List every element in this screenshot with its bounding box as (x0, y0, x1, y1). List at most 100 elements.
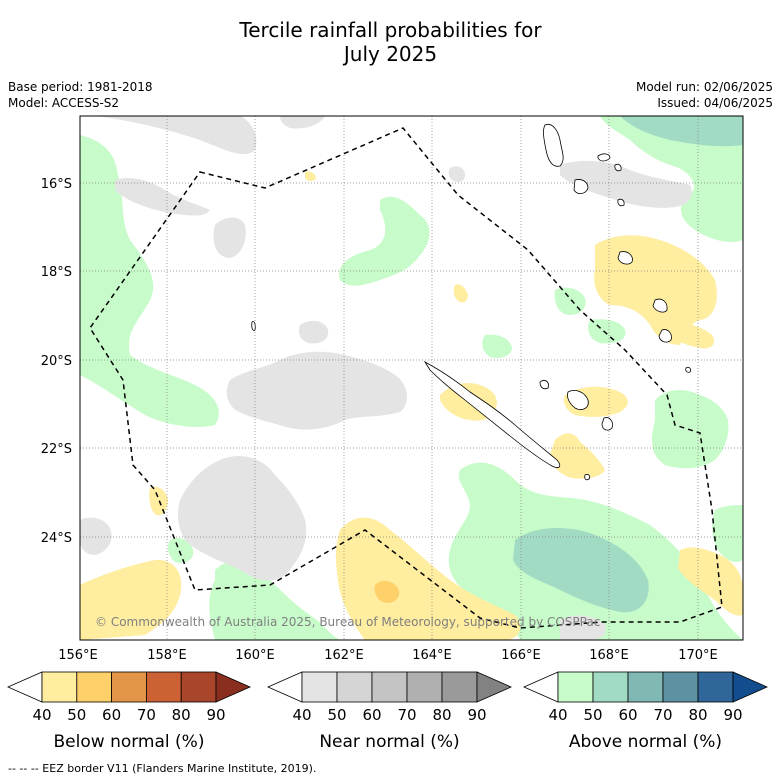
near-region-center-2 (298, 320, 329, 344)
vanuatu-aneityum (658, 329, 672, 343)
near-region-north (95, 116, 257, 155)
colorbar-label: Above normal (%) (569, 732, 722, 752)
colorbar-tick-label: 70 (653, 706, 672, 724)
vanuatu-tanna (652, 298, 668, 313)
lon-label: 160°E (235, 648, 275, 663)
colorbar-segment (557, 671, 594, 703)
title-line-1: Tercile rainfall probabilities for (239, 18, 542, 42)
lat-label: 20°S (41, 354, 72, 369)
colorbar-tick-label: 60 (362, 706, 381, 724)
colorbar-tick-label: 80 (688, 706, 707, 724)
eez-border (89, 127, 723, 629)
colorbar-tick-label: 70 (137, 706, 156, 724)
colorbar-tick-label: 60 (618, 706, 637, 724)
island-small-3 (584, 473, 591, 481)
new-caledonia-outline (423, 360, 561, 468)
colorbar-under-arrow (267, 671, 303, 703)
colorbar-over-arrow (476, 671, 512, 703)
near-region-west-edge (80, 517, 112, 555)
colorbar-under-arrow (523, 671, 559, 703)
meta-left: Base period: 1981-2018 Model: ACCESS-S2 (8, 79, 153, 111)
lon-label: 166°E (501, 648, 541, 663)
above-region-west (80, 135, 219, 427)
below-region-small-3 (305, 171, 316, 181)
loyalty-islands-outline-1 (567, 390, 589, 410)
near-normal-regions (80, 116, 692, 640)
issued-date: Issued: 04/06/2025 (657, 96, 773, 110)
eez-footnote: -- -- -- EEZ border V11 (Flanders Marine… (8, 762, 317, 775)
near-region-north-2 (280, 116, 325, 129)
above-60-core (513, 528, 649, 613)
island-small-4 (685, 366, 692, 373)
colorbar-tick-label: 40 (548, 706, 567, 724)
map-copyright: © Commonwealth of Australia 2025, Bureau… (95, 615, 600, 629)
colorbar-segment (406, 671, 443, 703)
colorbar-segment (336, 671, 373, 703)
lat-label: 22°S (41, 442, 72, 457)
colorbar-segment (627, 671, 664, 703)
below-region-east-edge (678, 547, 743, 616)
model-run: Model run: 02/06/2025 (635, 80, 773, 94)
colorbar-tick-label: 50 (583, 706, 602, 724)
colorbar-tick-label: 50 (67, 706, 86, 724)
near-region-southwest (177, 455, 307, 581)
above-region-northeast (600, 116, 743, 242)
colorbar-segment (371, 671, 408, 703)
longitude-labels: 156°E 158°E 160°E 162°E 164°E 166°E 168°E 170°E (58, 648, 718, 663)
colorbar-segment (662, 671, 699, 703)
colorbar-tick-label: 40 (32, 706, 51, 724)
colorbar-tick-label: 50 (327, 706, 346, 724)
below-region-newcal-3 (550, 433, 605, 479)
near-region-west-1 (115, 178, 210, 216)
near-region-center (226, 351, 407, 430)
vanuatu-espiritu-santo (543, 123, 564, 167)
lat-label: 18°S (41, 265, 72, 280)
below-region-southwest (80, 559, 182, 640)
lon-label: 162°E (324, 648, 364, 663)
island-small-5 (614, 163, 622, 172)
colorbar-over-arrow (732, 671, 768, 703)
colorbar-2: 40 50 60 70 80 90 Near normal (%) (267, 671, 512, 752)
colorbar-segment (145, 671, 182, 703)
map-frame (79, 115, 744, 641)
near-region-west-2 (213, 217, 246, 258)
colorbar-tick-label: 80 (172, 706, 191, 724)
lon-label: 156°E (58, 648, 98, 663)
lon-label: 170°E (678, 648, 718, 663)
title-line-2: July 2025 (343, 42, 438, 66)
above-region-south (209, 560, 340, 640)
below-region-east-2 (665, 323, 715, 349)
island-small-1 (251, 321, 256, 331)
lon-label: 164°E (412, 648, 452, 663)
colorbar-label: Below normal (%) (54, 732, 205, 752)
below-normal-regions (80, 171, 743, 640)
colorbar-segment (592, 671, 629, 703)
colorbar-segment (301, 671, 338, 703)
above-region-bottom-left (167, 538, 194, 563)
above-region-right-edge (712, 505, 743, 562)
base-period: Base period: 1981-2018 (8, 80, 153, 94)
model-name: Model: ACCESS-S2 (8, 96, 120, 110)
colorbar-tick-label: 70 (397, 706, 416, 724)
lon-label: 158°E (147, 648, 187, 663)
near-region-south-small (560, 615, 606, 640)
lon-label: 168°E (589, 648, 629, 663)
colorbar-segment (76, 671, 113, 703)
lat-label: 16°S (41, 177, 72, 192)
loyalty-islands-outline-2 (601, 417, 613, 431)
land-outlines (251, 123, 692, 481)
colorbar-label: Near normal (%) (319, 732, 459, 752)
lat-label: 24°S (41, 531, 72, 546)
graticule (80, 116, 743, 640)
colorbar-tick-label: 90 (206, 706, 225, 724)
colorbar-tick-label: 90 (723, 706, 742, 724)
meta-right: Model run: 02/06/2025 Issued: 04/06/2025 (636, 79, 773, 111)
island-small-6 (617, 198, 625, 207)
above-60-northeast (620, 116, 743, 147)
near-region-small-2 (448, 166, 465, 183)
colorbar-under-arrow (7, 671, 43, 703)
